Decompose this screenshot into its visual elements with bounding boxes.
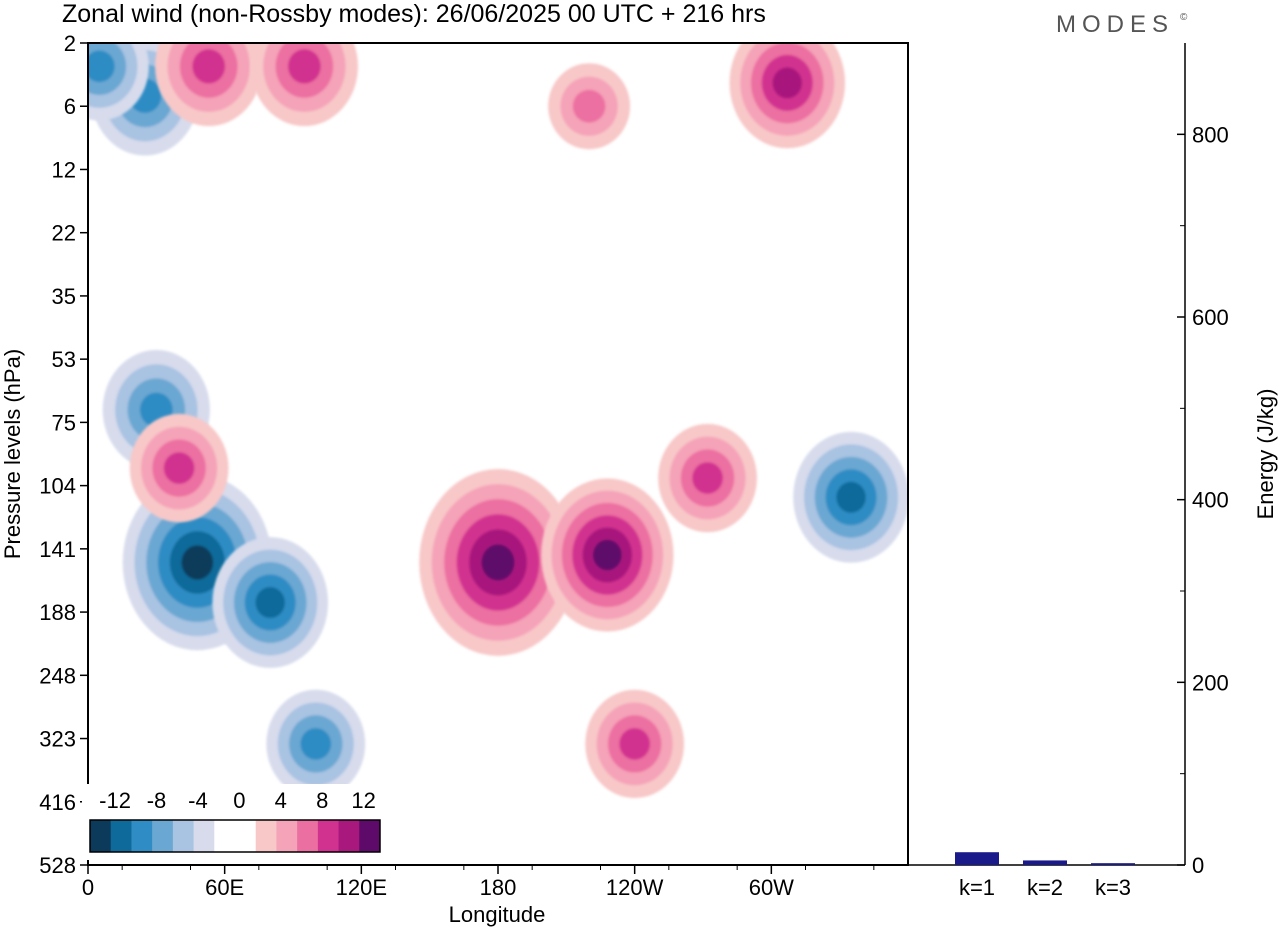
energy-tick-label: 200	[1192, 670, 1229, 695]
wind-feature-11	[658, 423, 757, 533]
x-axis: 0 60E 120E 180 120W 60W	[82, 865, 875, 900]
energy-tick-label: 0	[1192, 853, 1204, 878]
colorbar-swatch	[90, 820, 112, 852]
contour-band	[255, 587, 285, 618]
x-tick-label: 60E	[205, 875, 244, 900]
energy-tick-label: 600	[1192, 305, 1229, 330]
energy-bars: k=1 k=2 k=3	[955, 852, 1135, 900]
contour-band	[836, 481, 866, 513]
x-tick-label: 60W	[749, 875, 794, 900]
colorbar-label: -8	[147, 788, 167, 813]
wind-feature-12	[729, 43, 846, 149]
energy-bar-k1	[955, 852, 999, 865]
y-tick-label: 2	[64, 31, 76, 56]
wind-feature-1	[212, 537, 329, 668]
x-tick-label: 0	[82, 875, 94, 900]
energy-tick-label: 400	[1192, 488, 1229, 513]
energy-category-label: k=1	[959, 875, 995, 900]
wind-feature-14	[250, 43, 358, 127]
wind-feature-7	[419, 469, 577, 656]
energy-bar-k2	[1023, 860, 1067, 865]
contour-band	[287, 49, 321, 84]
y-tick-label: 53	[52, 347, 76, 372]
colorbar-swatch	[338, 820, 360, 852]
colorbar-swatch	[131, 820, 153, 852]
colorbar-label: 4	[275, 788, 287, 813]
wind-feature-2	[266, 689, 366, 799]
energy-category-label: k=2	[1027, 875, 1063, 900]
x-axis-label: Longitude	[449, 902, 546, 927]
y-axis: 2 6 12 22 35 53 75 104 141 188 248 323 416 528	[39, 31, 88, 878]
y-tick-label: 35	[52, 284, 76, 309]
wind-feature-9	[129, 413, 229, 523]
contour-band	[572, 89, 606, 123]
colorbar-legend: -12 -8 -4 0 4 8 12	[82, 784, 388, 860]
y-tick-label: 248	[39, 663, 76, 688]
colorbar-label: -4	[188, 788, 208, 813]
colorbar-swatch	[235, 820, 257, 852]
energy-category-label: k=3	[1095, 875, 1131, 900]
x-tick-label: 120E	[336, 875, 387, 900]
colorbar-label: 0	[233, 788, 245, 813]
chart-title: Zonal wind (non-Rossby modes): 26/06/202…	[62, 0, 766, 28]
wind-feature-15	[548, 63, 631, 150]
colorbar-swatch	[317, 820, 340, 852]
x-tick-label: 180	[480, 875, 517, 900]
contour-band	[88, 50, 115, 83]
energy-axis: 0 200 400 600 800	[1177, 122, 1229, 878]
y-tick-label: 416	[39, 790, 76, 815]
contour-band	[692, 462, 723, 494]
energy-bar-k3	[1091, 863, 1135, 865]
logo-mark: ©	[1180, 12, 1188, 23]
wind-feature-4	[88, 43, 149, 121]
y-tick-label: 104	[39, 474, 76, 499]
y-tick-label: 141	[39, 537, 76, 562]
y-tick-label: 12	[52, 157, 76, 182]
colorbar-swatch	[297, 820, 319, 852]
colorbar-frame	[89, 819, 381, 853]
modes-logo: MODES	[1056, 11, 1174, 38]
contour-band	[619, 728, 651, 760]
colorbar-swatch	[255, 820, 277, 852]
contour-band	[592, 539, 622, 571]
y-tick-label: 75	[52, 410, 76, 435]
energy-axis-label: Energy (J/kg)	[1253, 389, 1278, 520]
wind-feature-6	[793, 431, 908, 563]
energy-tick-label: 800	[1192, 122, 1229, 147]
contour-band	[772, 67, 803, 99]
y-tick-label: 22	[52, 221, 76, 246]
x-tick-label: 120W	[606, 875, 664, 900]
contour-band	[192, 49, 226, 84]
contour-band	[181, 545, 214, 580]
contour-band	[163, 452, 195, 484]
colorbar-swatch	[214, 820, 236, 852]
colorbar-swatch	[172, 820, 195, 852]
y-axis-label: Pressure levels (hPa)	[0, 349, 25, 559]
y-tick-label: 6	[64, 94, 76, 119]
y-tick-label: 323	[39, 727, 76, 752]
y-tick-label: 528	[39, 853, 76, 878]
colorbar-swatch	[359, 820, 381, 852]
wind-feature-13	[155, 43, 263, 127]
y-tick-label: 188	[39, 600, 76, 625]
colorbar-label: 12	[351, 788, 375, 813]
heatmap-field	[88, 43, 908, 799]
colorbar-swatch	[276, 820, 298, 852]
contour-band	[300, 728, 332, 760]
wind-feature-10	[585, 689, 685, 799]
colorbar-swatch	[193, 820, 215, 852]
colorbar-label: 8	[316, 788, 328, 813]
colorbar-swatch	[152, 820, 174, 852]
contour-band	[481, 544, 515, 581]
colorbar-label: -12	[99, 788, 131, 813]
wind-feature-8	[541, 478, 674, 632]
colorbar-swatch	[110, 820, 132, 852]
